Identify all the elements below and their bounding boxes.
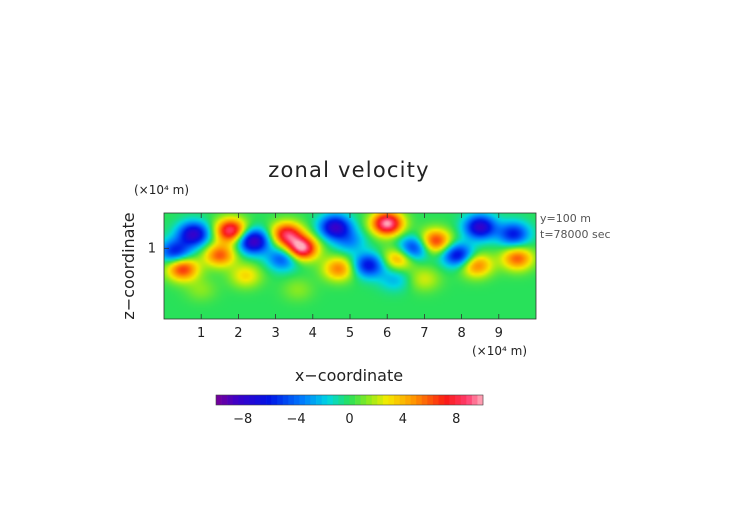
colorbar-cell [282, 395, 289, 405]
colorbar-frame [215, 394, 484, 406]
colorbar-cell [410, 395, 417, 405]
heatmap-plot: 1 2 3 4 5 6 7 8 9 1 [148, 212, 537, 341]
colorbar-cell [377, 395, 384, 405]
colorbar-cell [455, 395, 462, 405]
x-tick-label: 9 [495, 326, 503, 341]
colorbar-cell [405, 395, 411, 405]
colorbar-cell [444, 395, 450, 405]
heatmap-field [164, 213, 536, 319]
colorbar-cell [477, 395, 484, 405]
colorbar-cell [338, 395, 345, 405]
colorbar-cell [271, 395, 278, 405]
colorbar-cell [232, 395, 239, 405]
colorbar-cell [316, 395, 322, 405]
colorbar-cell [266, 395, 272, 405]
z-unit-label: (×10⁴ m) [134, 183, 189, 197]
z-tick-label: 1 [148, 241, 156, 256]
colorbar-cells [216, 395, 484, 405]
x-tick-label: 4 [309, 326, 317, 341]
annotation-time: t=78000 sec [540, 228, 611, 241]
colorbar-cell [388, 395, 395, 405]
colorbar-cell [343, 395, 350, 405]
colorbar-cell [416, 395, 423, 405]
x-tick-label: 2 [234, 326, 242, 341]
colorbar-cell [310, 395, 317, 405]
colorbar-cell [249, 395, 256, 405]
colorbar-cell [321, 395, 328, 405]
colorbar-cell [399, 395, 406, 405]
colorbar-tick-label: 0 [345, 412, 353, 427]
colorbar-cell [243, 395, 250, 405]
colorbar-cell [221, 395, 228, 405]
colorbar-cell [394, 395, 400, 405]
x-axis-title: x−coordinate [295, 366, 403, 385]
colorbar-cell [260, 395, 267, 405]
colorbar-cell [305, 395, 311, 405]
colorbar-ticks: −8 −4 0 4 8 [233, 412, 460, 427]
x-tick-label: 3 [271, 326, 279, 341]
y-axis-title: z−coordinate [119, 212, 138, 319]
colorbar-cell [277, 395, 284, 405]
colorbar-cell [238, 395, 245, 405]
x-axis-ticks: 1 2 3 4 5 6 7 8 9 [197, 213, 503, 341]
x-tick-label: 5 [346, 326, 354, 341]
x-tick-label: 7 [420, 326, 428, 341]
colorbar-cell [427, 395, 434, 405]
annotation-y-position: y=100 m [540, 212, 591, 225]
colorbar-cell [371, 395, 378, 405]
colorbar-cell [432, 395, 439, 405]
colorbar-cell [227, 395, 233, 405]
colorbar-cell [466, 395, 473, 405]
colorbar-tick-label: −4 [287, 412, 306, 427]
colorbar-cell [421, 395, 428, 405]
colorbar-cell [360, 395, 367, 405]
colorbar-cell [299, 395, 306, 405]
colorbar-cell [460, 395, 467, 405]
colorbar-tick-label: 8 [452, 412, 460, 427]
colorbar-tick-label: 4 [399, 412, 407, 427]
colorbar-cell [366, 395, 373, 405]
colorbar-cell [471, 395, 478, 405]
colorbar-cell [349, 395, 356, 405]
z-axis-ticks: 1 [148, 241, 169, 256]
chart-title: zonal velocity [268, 158, 429, 182]
x-tick-label: 6 [383, 326, 391, 341]
colorbar-cell [288, 395, 295, 405]
x-tick-label: 1 [197, 326, 205, 341]
x-unit-label: (×10⁴ m) [472, 344, 527, 358]
colorbar-cell [438, 395, 445, 405]
colorbar-cell [254, 395, 261, 405]
colorbar: −8 −4 0 4 8 [215, 394, 484, 427]
colorbar-tick-label: −8 [233, 412, 252, 427]
colorbar-cell [332, 395, 339, 405]
colorbar-cell [449, 395, 456, 405]
colorbar-cell [327, 395, 334, 405]
colorbar-cell [293, 395, 300, 405]
x-tick-label: 8 [457, 326, 465, 341]
colorbar-cell [216, 395, 222, 405]
colorbar-cell [382, 395, 389, 405]
colorbar-cell [355, 395, 361, 405]
